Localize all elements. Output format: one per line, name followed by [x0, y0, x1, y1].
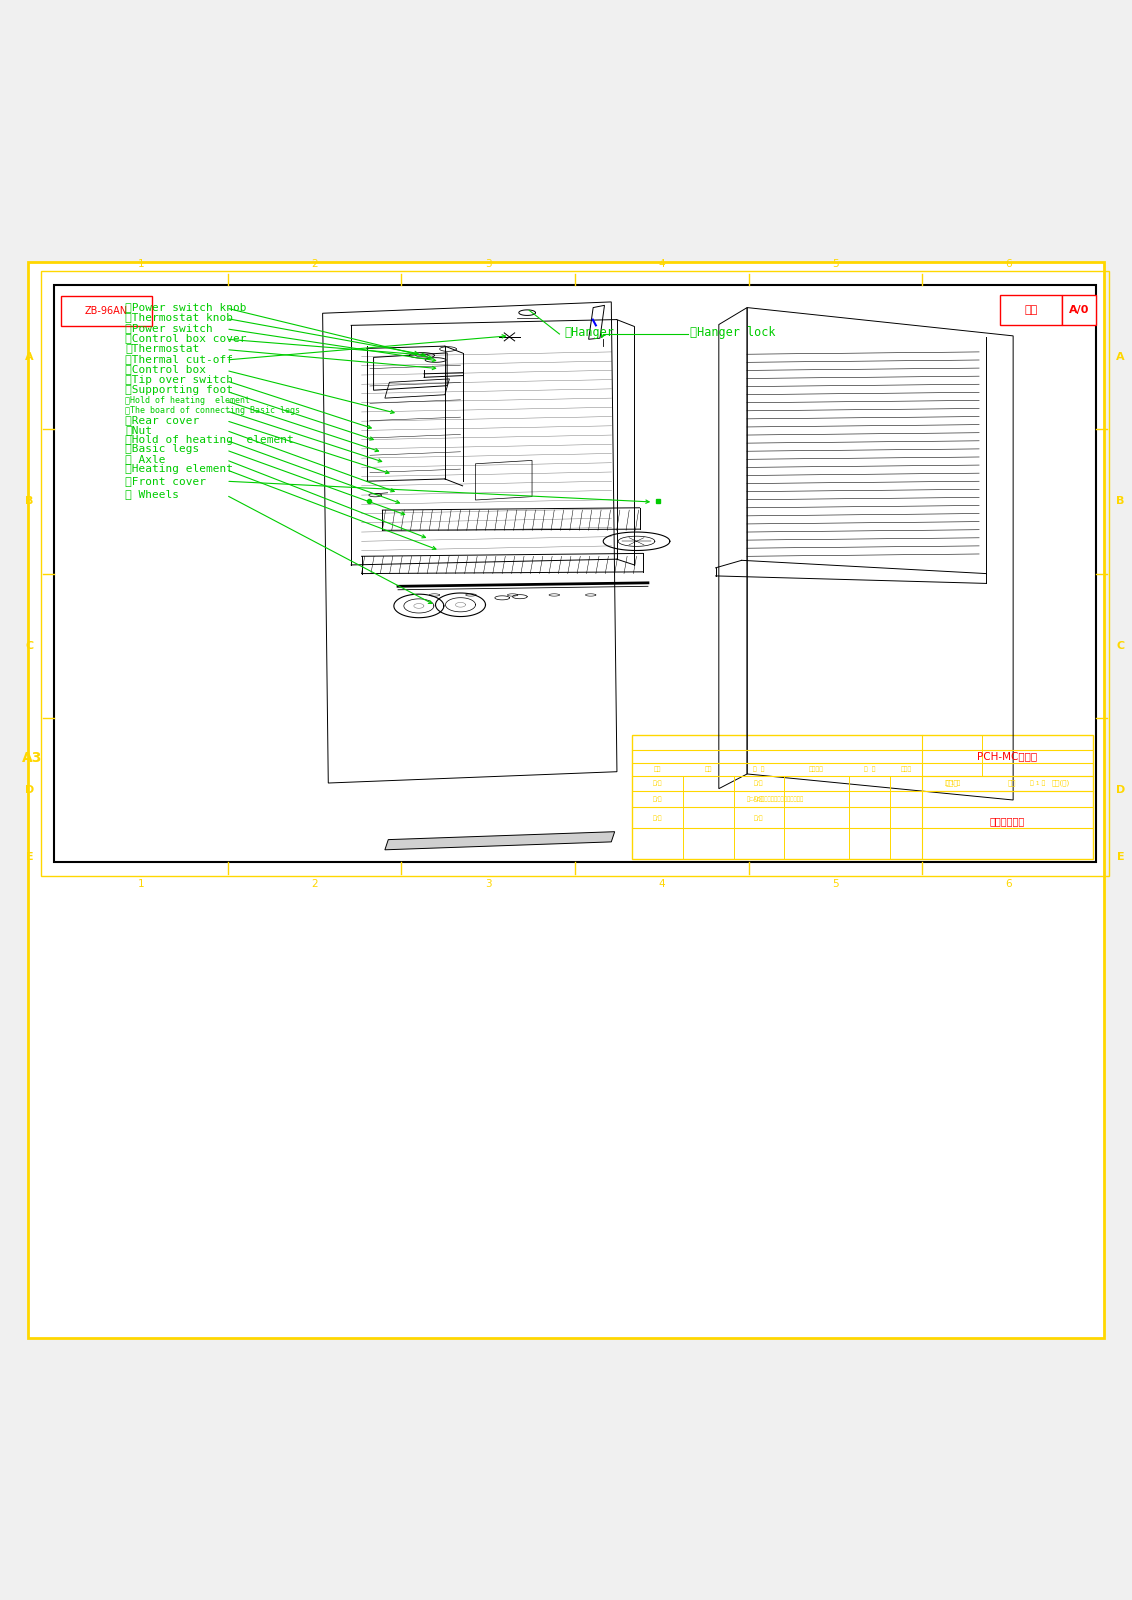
Text: ⑬The board of connecting Basic legs: ⑬The board of connecting Basic legs: [126, 406, 300, 414]
Text: D: D: [1116, 786, 1125, 795]
Text: ⑰Basic legs: ⑰Basic legs: [126, 445, 199, 454]
Text: 签  名: 签 名: [864, 766, 875, 773]
Text: ⑱ Axle: ⑱ Axle: [126, 454, 165, 464]
Text: 4: 4: [659, 259, 666, 269]
Text: A: A: [25, 352, 34, 362]
Text: 对流式电暖器: 对流式电暖器: [989, 816, 1026, 826]
Text: 数量(件): 数量(件): [1052, 779, 1070, 786]
Text: D: D: [25, 786, 34, 795]
Text: A/0: A/0: [1069, 306, 1089, 315]
Bar: [41, 272, 1109, 875]
Text: 段标记: 段标记: [946, 779, 959, 786]
Text: ③Power switch knob: ③Power switch knob: [126, 302, 247, 312]
Text: ⑮Nut: ⑮Nut: [126, 426, 152, 435]
Text: C: C: [25, 640, 34, 651]
Text: 4: 4: [659, 880, 666, 890]
Text: B: B: [1116, 496, 1125, 507]
Text: 5: 5: [832, 259, 839, 269]
Text: ⑧Thermal cut-off: ⑧Thermal cut-off: [126, 354, 233, 363]
Text: 1: 1: [138, 259, 145, 269]
Text: 第 1 页: 第 1 页: [944, 781, 960, 786]
Text: A: A: [1116, 352, 1125, 362]
Bar: [633, 736, 1092, 859]
Text: 更改内容: 更改内容: [809, 766, 824, 773]
Text: 版次: 版次: [1024, 306, 1037, 315]
Text: 1: 1: [138, 880, 145, 890]
Bar: [1000, 294, 1062, 325]
Text: ①Hanger: ①Hanger: [565, 326, 615, 339]
Text: ⑲Heating element: ⑲Heating element: [126, 464, 233, 474]
Text: ②Hanger lock: ②Hanger lock: [689, 326, 775, 339]
Text: ⑴ Wheels: ⑴ Wheels: [126, 490, 179, 499]
Bar: [1062, 294, 1096, 325]
Text: ④Thermostat knob: ④Thermostat knob: [126, 312, 233, 322]
Text: ⑳Front cover: ⑳Front cover: [126, 475, 206, 486]
Text: 年月日: 年月日: [901, 766, 912, 773]
Text: 制/图: 制/图: [754, 797, 764, 802]
Text: 处  数: 处 数: [753, 766, 765, 773]
Text: ⑭Rear cover: ⑭Rear cover: [126, 414, 199, 426]
Text: ⑦Thermostat: ⑦Thermostat: [126, 344, 199, 354]
Text: 2: 2: [311, 259, 318, 269]
Text: E: E: [26, 851, 33, 861]
Text: 共 1 页: 共 1 页: [1030, 781, 1045, 786]
Text: 日/期: 日/期: [754, 814, 764, 821]
Text: 核/查: 核/查: [653, 797, 662, 802]
Text: B: B: [25, 496, 34, 507]
Text: 材料: 材料: [1007, 779, 1017, 786]
Bar: [54, 285, 1096, 862]
Text: 本CAD图在没有得到相应主管的批文: 本CAD图在没有得到相应主管的批文: [746, 797, 804, 802]
Text: 5: 5: [832, 880, 839, 890]
Text: ZB-96AN: ZB-96AN: [85, 306, 128, 315]
Text: 6: 6: [1005, 880, 1012, 890]
Text: 2: 2: [311, 880, 318, 890]
Text: 标记: 标记: [654, 766, 661, 773]
Text: ⑤Power switch: ⑤Power switch: [126, 323, 213, 333]
Text: ⑪Supporting foot: ⑪Supporting foot: [126, 386, 233, 395]
Text: 标记: 标记: [704, 766, 712, 773]
Text: PCH-MC爆炸图: PCH-MC爆炸图: [977, 752, 1038, 762]
Text: ⑫Hold of heating  element: ⑫Hold of heating element: [126, 395, 250, 405]
Text: E: E: [1117, 851, 1124, 861]
Text: ⑯Hold of heating  element: ⑯Hold of heating element: [126, 435, 294, 445]
Text: ⑩Tip over switch: ⑩Tip over switch: [126, 374, 233, 384]
Text: C: C: [1116, 640, 1125, 651]
Bar: [61, 296, 152, 326]
Text: ⑥Control box cover: ⑥Control box cover: [126, 333, 247, 342]
Text: 6: 6: [1005, 259, 1012, 269]
Polygon shape: [385, 832, 615, 850]
Text: 设/图: 设/图: [754, 781, 764, 786]
Text: 3: 3: [484, 880, 491, 890]
Text: 批/准: 批/准: [653, 781, 662, 786]
Text: 3: 3: [484, 259, 491, 269]
Text: 审/核: 审/核: [653, 814, 662, 821]
Text: ⑨Control box: ⑨Control box: [126, 365, 206, 374]
Text: A3: A3: [22, 752, 42, 765]
